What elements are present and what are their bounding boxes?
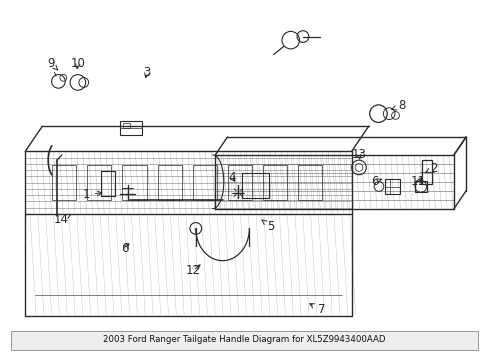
Bar [192, 165, 217, 199]
Text: 10: 10 [70, 57, 85, 70]
Text: 7: 7 [309, 303, 325, 316]
Text: 6: 6 [121, 242, 129, 255]
Text: 5: 5 [261, 220, 273, 233]
Text: 11: 11 [410, 175, 425, 188]
Bar [157, 165, 182, 199]
Bar [263, 165, 286, 199]
Bar [384, 179, 400, 194]
Text: 4: 4 [227, 171, 235, 184]
Text: 12: 12 [185, 264, 201, 277]
Bar [52, 165, 76, 199]
Bar [422, 160, 431, 184]
Text: 3: 3 [143, 66, 150, 79]
Text: 1: 1 [82, 188, 102, 201]
Text: 9: 9 [47, 57, 58, 70]
Bar [227, 165, 252, 199]
Bar [120, 121, 142, 135]
Text: 2003 Ford Ranger Tailgate Handle Diagram for XL5Z9943400AAD: 2003 Ford Ranger Tailgate Handle Diagram… [103, 335, 385, 344]
Bar [414, 181, 427, 192]
Text: 13: 13 [351, 148, 366, 161]
Bar [122, 165, 146, 199]
Bar [122, 123, 130, 128]
Text: 2: 2 [425, 162, 436, 175]
Text: 14: 14 [53, 213, 71, 226]
Text: 6: 6 [370, 175, 381, 188]
Bar [87, 165, 111, 199]
Bar [11, 330, 477, 350]
Text: 8: 8 [391, 99, 405, 112]
Bar [298, 165, 322, 199]
Bar [242, 173, 268, 198]
